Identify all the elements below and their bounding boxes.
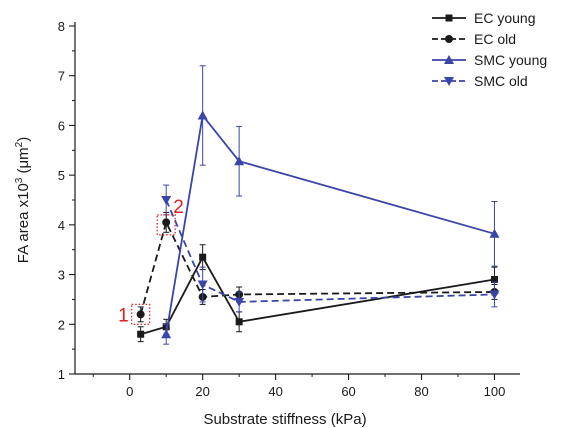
series-line-smc-young	[165, 113, 495, 335]
y-tick-label: 6	[58, 118, 65, 133]
legend-label: SMC old	[474, 73, 528, 89]
y-tick-label: 2	[58, 317, 65, 332]
data-point-smc-young	[197, 110, 208, 120]
series-smc-old	[161, 184, 500, 313]
y-tick-label: 3	[58, 268, 65, 283]
y-tick-label: 5	[58, 168, 65, 183]
annotation-box-2	[156, 214, 176, 236]
x-tick-label: 100	[484, 384, 506, 399]
data-point-smc-old	[234, 297, 245, 307]
legend-label: EC old	[474, 31, 516, 47]
y-tick-label: 7	[58, 69, 65, 84]
y-axis-label: FA area x103 (μm2)	[14, 137, 32, 264]
legend-label: EC young	[474, 10, 535, 26]
series-line-smc-old	[165, 199, 495, 303]
annotation-label-1: 1	[118, 305, 129, 326]
legend-item-smc-old: SMC old	[432, 73, 528, 89]
data-point-smc-old	[489, 290, 500, 300]
data-point-smc-young	[489, 228, 500, 238]
legend-marker	[444, 55, 454, 64]
series-smc-young	[161, 65, 500, 345]
series-ec-old	[136, 211, 499, 323]
data-point-ec-young	[137, 330, 145, 338]
data-point-smc-young	[234, 156, 245, 166]
data-point-smc-old	[161, 196, 172, 205]
data-point-smc-old	[197, 280, 208, 290]
legend-marker	[445, 35, 453, 43]
legend-item-smc-young: SMC young	[432, 52, 547, 68]
legend-item-ec-old: EC old	[432, 31, 516, 47]
data-point-smc-young	[161, 329, 172, 339]
x-tick-label: 60	[341, 384, 355, 399]
x-tick-label: 20	[195, 384, 209, 399]
annotation-box-1	[131, 303, 151, 325]
annotation-label-2: 2	[173, 197, 184, 218]
x-axis-label: Substrate stiffness (kPa)	[203, 411, 366, 428]
y-tick-label: 4	[58, 218, 65, 233]
data-point-ec-young	[199, 253, 207, 261]
data-point-ec-young	[235, 318, 243, 326]
legend-item-ec-young: EC young	[432, 10, 535, 26]
legend-marker	[444, 77, 454, 86]
x-tick-label: 80	[414, 384, 428, 399]
x-tick-label: 0	[126, 384, 133, 399]
legend: EC young EC old SMC young SMC old	[432, 10, 547, 89]
x-tick-label: 40	[268, 384, 282, 399]
y-tick-label: 8	[58, 19, 65, 34]
legend-marker	[445, 14, 453, 22]
plot-area: 12	[118, 65, 500, 345]
legend-label: SMC young	[474, 52, 547, 68]
data-point-ec-old	[136, 310, 145, 319]
data-point-ec-old	[162, 218, 171, 227]
y-tick-label: 1	[58, 367, 65, 382]
series-line-ec-old	[139, 219, 495, 315]
data-point-ec-young	[490, 276, 498, 284]
